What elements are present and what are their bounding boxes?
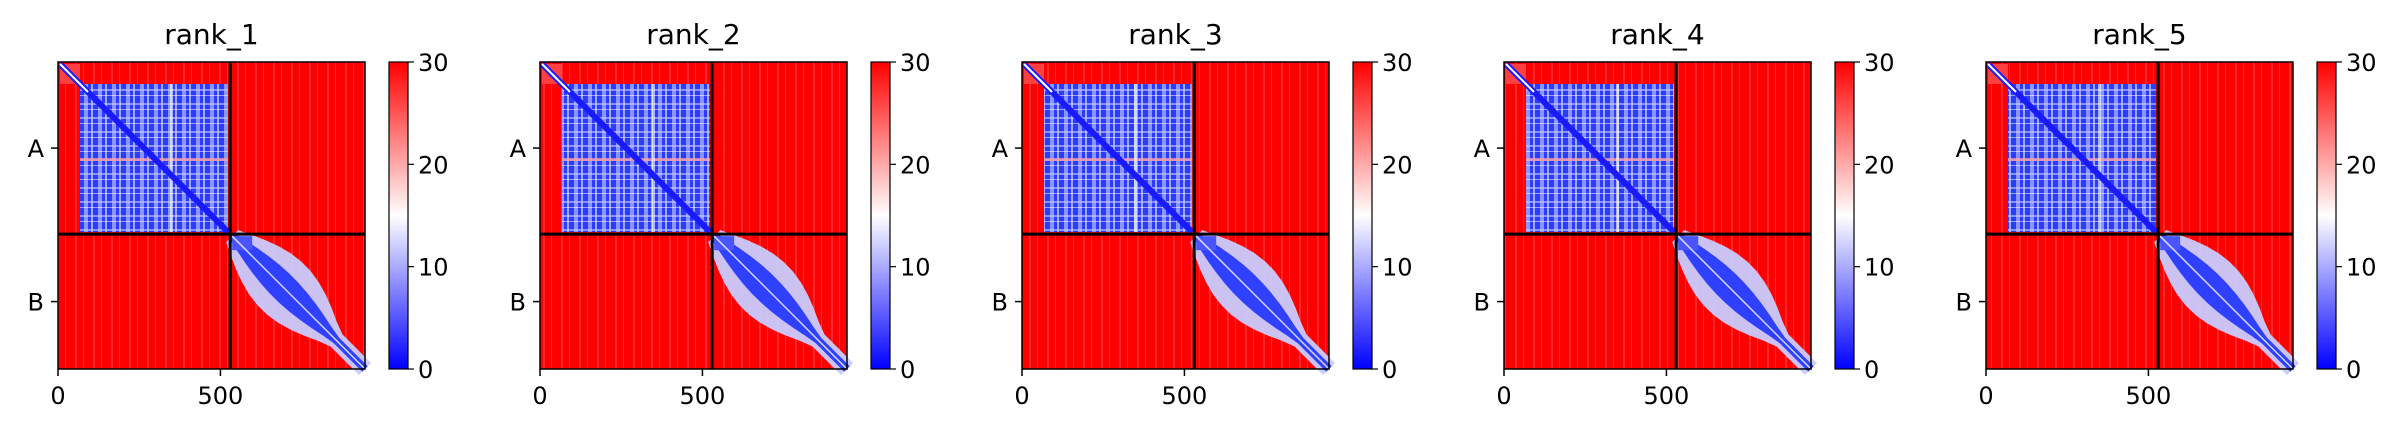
colorbar-tick-label: 0: [1864, 356, 1879, 384]
colorbar-tick-label: 10: [1864, 254, 1895, 282]
plot-frame: [1985, 61, 2294, 370]
panel-title: rank_4: [1610, 18, 1704, 51]
diagonal-b: [231, 235, 365, 369]
block-a-band-v: [1134, 84, 1137, 232]
heatmap-panel: rank_4 A B 0 500 0 10 20 30: [1474, 18, 1895, 410]
colorbar-tick-label: 30: [418, 49, 449, 77]
colorbar-tick-label: 0: [418, 356, 433, 384]
heatmap-panel: rank_5 A B 0 500 0 10 20 30: [1956, 18, 2377, 410]
y-tick-label: A: [1956, 135, 1973, 163]
block-b-start: [714, 236, 735, 251]
colorbar: [389, 62, 408, 369]
x-tick-label: 500: [680, 382, 726, 410]
x-tick-label: 0: [1978, 382, 1993, 410]
colorbar-frame: [1352, 61, 1373, 370]
y-tick-label: B: [510, 289, 526, 317]
y-tick-label: A: [1474, 135, 1491, 163]
x-tick-label: 500: [198, 382, 244, 410]
colorbar: [871, 62, 890, 369]
colorbar-tick-label: 30: [900, 49, 931, 77]
colorbar-tick-label: 0: [900, 356, 915, 384]
block-a-band-v: [2098, 84, 2101, 232]
colorbar-tick-label: 10: [418, 254, 449, 282]
colorbar-tick-label: 30: [2346, 49, 2377, 77]
colorbar-tick-label: 20: [900, 151, 931, 179]
block-b-start: [2160, 236, 2181, 251]
colorbar-frame: [2316, 61, 2337, 370]
colorbar-tick-label: 10: [900, 254, 931, 282]
x-tick-label: 0: [1496, 382, 1511, 410]
panel-title: rank_5: [2092, 18, 2186, 51]
y-tick-label: B: [1474, 289, 1490, 317]
block-b-start: [1678, 236, 1699, 251]
colorbar-tick-label: 30: [1382, 49, 1413, 77]
block-a-band-v: [1616, 84, 1619, 232]
diagonal-b: [2159, 235, 2293, 369]
y-tick-label: A: [28, 135, 45, 163]
colorbar-tick-label: 10: [1382, 254, 1413, 282]
block-a-band-v: [652, 84, 655, 232]
plot-frame: [57, 61, 366, 370]
diagonal-a: [539, 61, 713, 235]
colorbar-frame: [870, 61, 891, 370]
block-b-start: [232, 236, 253, 251]
panel-title: rank_1: [164, 18, 258, 51]
colorbar: [1835, 62, 1854, 369]
panel-title: rank_3: [1128, 18, 1222, 51]
diagonal-b: [1677, 235, 1811, 369]
y-tick-label: B: [28, 289, 44, 317]
diagonal-a-highlight: [1505, 63, 1535, 93]
block-a-band-v: [170, 84, 173, 232]
colorbar: [1353, 62, 1372, 369]
plot-frame: [539, 61, 848, 370]
colorbar-tick-label: 0: [2346, 356, 2361, 384]
panel-title: rank_2: [646, 18, 740, 51]
diagonal-b: [1195, 235, 1329, 369]
diagonal-a: [1985, 61, 2159, 235]
y-tick-label: B: [1956, 289, 1972, 317]
diagonal-a: [57, 61, 231, 235]
diagonal-a-highlight: [59, 63, 89, 93]
diagonal-a: [1021, 61, 1195, 235]
colorbar-frame: [1834, 61, 1855, 370]
y-tick-label: A: [510, 135, 527, 163]
colorbar: [2317, 62, 2336, 369]
colorbar-tick-label: 10: [2346, 254, 2377, 282]
diagonal-a-highlight: [541, 63, 571, 93]
heatmap-panel: rank_1 A B 0 500 0 10 20 30: [28, 18, 449, 410]
colorbar-tick-label: 20: [1864, 151, 1895, 179]
diagonal-b: [713, 235, 847, 369]
y-tick-label: A: [992, 135, 1009, 163]
heatmap-panel: rank_3 A B 0 500 0 10 20 30: [992, 18, 1413, 410]
x-tick-label: 500: [1162, 382, 1208, 410]
x-tick-label: 0: [1014, 382, 1029, 410]
diagonal-a-highlight: [1987, 63, 2017, 93]
x-tick-label: 0: [532, 382, 547, 410]
colorbar-frame: [388, 61, 409, 370]
x-tick-label: 500: [2126, 382, 2172, 410]
diagonal-a-highlight: [1023, 63, 1053, 93]
y-tick-label: B: [992, 289, 1008, 317]
x-tick-label: 0: [50, 382, 65, 410]
block-b-start: [1196, 236, 1217, 251]
heatmap-panel: rank_2 A B 0 500 0 10 20 30: [510, 18, 931, 410]
colorbar-tick-label: 0: [1382, 356, 1397, 384]
colorbar-tick-label: 20: [2346, 151, 2377, 179]
plot-frame: [1021, 61, 1330, 370]
diagonal-a: [1503, 61, 1677, 235]
colorbar-tick-label: 20: [418, 151, 449, 179]
x-tick-label: 500: [1644, 382, 1690, 410]
plot-frame: [1503, 61, 1812, 370]
colorbar-tick-label: 30: [1864, 49, 1895, 77]
colorbar-tick-label: 20: [1382, 151, 1413, 179]
